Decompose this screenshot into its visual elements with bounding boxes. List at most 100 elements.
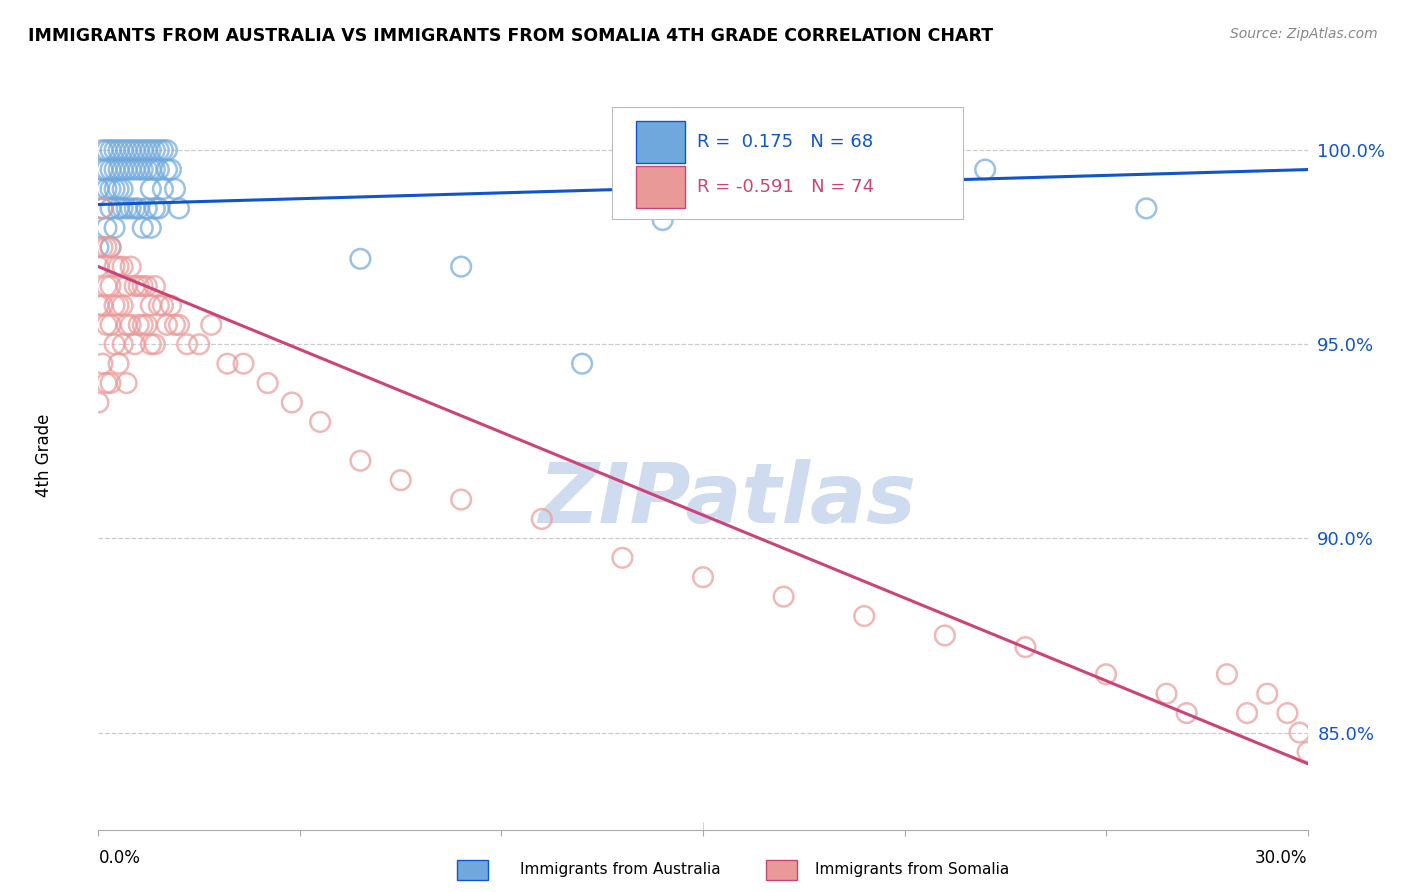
Point bbox=[100, 376, 122, 390]
Point bbox=[1256, 687, 1278, 701]
Point bbox=[115, 162, 138, 177]
Point bbox=[100, 240, 122, 254]
Text: Immigrants from Australia: Immigrants from Australia bbox=[520, 863, 721, 877]
Point bbox=[309, 415, 332, 429]
Point bbox=[103, 220, 125, 235]
Point bbox=[111, 260, 134, 274]
Point bbox=[143, 162, 166, 177]
Point bbox=[156, 162, 179, 177]
Point bbox=[96, 162, 118, 177]
Point bbox=[132, 279, 155, 293]
Point bbox=[148, 202, 170, 216]
Point bbox=[1014, 640, 1036, 654]
Point bbox=[91, 162, 114, 177]
Point bbox=[139, 298, 162, 312]
Point bbox=[96, 240, 118, 254]
Text: R =  0.175   N = 68: R = 0.175 N = 68 bbox=[697, 133, 873, 151]
Point bbox=[103, 298, 125, 312]
Point bbox=[128, 202, 150, 216]
Point bbox=[139, 182, 162, 196]
Point bbox=[87, 395, 110, 409]
Point bbox=[107, 260, 129, 274]
Point bbox=[135, 162, 157, 177]
Point bbox=[103, 260, 125, 274]
Point bbox=[143, 202, 166, 216]
Point bbox=[813, 190, 835, 204]
Point bbox=[132, 162, 155, 177]
Point bbox=[107, 143, 129, 157]
Point bbox=[232, 357, 254, 371]
Point bbox=[156, 143, 179, 157]
Point bbox=[96, 143, 118, 157]
Point bbox=[91, 298, 114, 312]
Point bbox=[124, 202, 146, 216]
Point bbox=[87, 182, 110, 196]
Point bbox=[853, 609, 876, 624]
Point bbox=[1296, 745, 1319, 759]
Point bbox=[148, 143, 170, 157]
Point bbox=[120, 260, 142, 274]
Text: 0.0%: 0.0% bbox=[98, 849, 141, 867]
Point bbox=[107, 182, 129, 196]
Point bbox=[91, 357, 114, 371]
Point bbox=[120, 162, 142, 177]
Point bbox=[96, 318, 118, 332]
Text: 30.0%: 30.0% bbox=[1256, 849, 1308, 867]
Point bbox=[152, 298, 174, 312]
Point bbox=[100, 279, 122, 293]
Point bbox=[100, 318, 122, 332]
Point bbox=[934, 628, 956, 642]
Text: Source: ZipAtlas.com: Source: ZipAtlas.com bbox=[1230, 27, 1378, 41]
Point bbox=[132, 220, 155, 235]
Point bbox=[1156, 687, 1178, 701]
Point bbox=[974, 162, 997, 177]
Point bbox=[156, 318, 179, 332]
Point bbox=[87, 260, 110, 274]
Point bbox=[143, 337, 166, 351]
Text: 4th Grade: 4th Grade bbox=[35, 413, 53, 497]
Point bbox=[124, 143, 146, 157]
Point bbox=[107, 357, 129, 371]
Text: IMMIGRANTS FROM AUSTRALIA VS IMMIGRANTS FROM SOMALIA 4TH GRADE CORRELATION CHART: IMMIGRANTS FROM AUSTRALIA VS IMMIGRANTS … bbox=[28, 27, 993, 45]
Point bbox=[135, 279, 157, 293]
Point bbox=[107, 298, 129, 312]
Point bbox=[96, 279, 118, 293]
Point bbox=[349, 454, 371, 468]
Point bbox=[111, 143, 134, 157]
Point bbox=[152, 143, 174, 157]
Point bbox=[100, 240, 122, 254]
Point bbox=[120, 202, 142, 216]
Point bbox=[91, 143, 114, 157]
Point bbox=[132, 318, 155, 332]
Text: Immigrants from Somalia: Immigrants from Somalia bbox=[815, 863, 1010, 877]
Point bbox=[103, 337, 125, 351]
Point bbox=[111, 337, 134, 351]
FancyBboxPatch shape bbox=[613, 106, 963, 219]
Point bbox=[100, 162, 122, 177]
Point bbox=[160, 162, 183, 177]
Point bbox=[530, 512, 553, 526]
Point bbox=[160, 298, 183, 312]
Point bbox=[103, 162, 125, 177]
Point bbox=[148, 298, 170, 312]
Point bbox=[167, 202, 190, 216]
Point bbox=[450, 492, 472, 507]
Point bbox=[139, 162, 162, 177]
Point bbox=[200, 318, 222, 332]
Point bbox=[143, 279, 166, 293]
Point bbox=[1288, 725, 1310, 739]
Point bbox=[96, 220, 118, 235]
Point bbox=[111, 162, 134, 177]
Point bbox=[91, 240, 114, 254]
Point bbox=[1095, 667, 1118, 681]
Point bbox=[135, 143, 157, 157]
Point bbox=[1135, 202, 1157, 216]
Point bbox=[152, 182, 174, 196]
Point bbox=[281, 395, 304, 409]
Point bbox=[87, 240, 110, 254]
Point bbox=[128, 162, 150, 177]
Point bbox=[103, 182, 125, 196]
Point bbox=[772, 590, 794, 604]
Point bbox=[128, 318, 150, 332]
Point bbox=[91, 202, 114, 216]
